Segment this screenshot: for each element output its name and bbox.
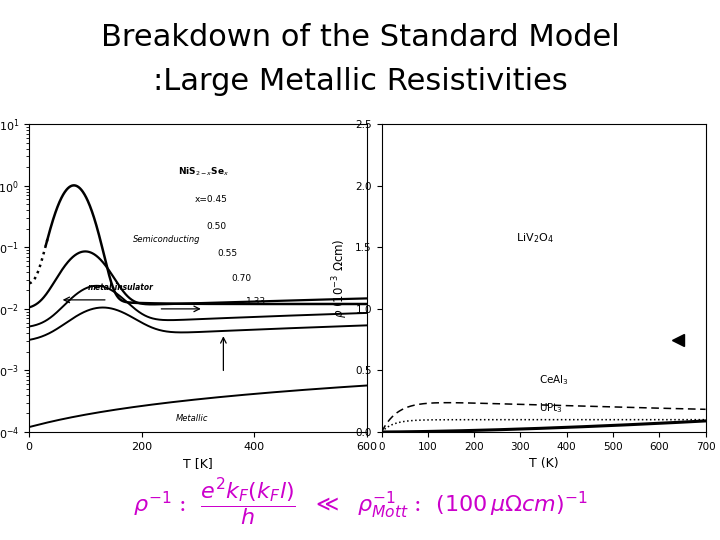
Text: Metallic: Metallic (176, 414, 208, 423)
Text: $\rho^{-1}$ :  $\dfrac{e^2 k_F(k_F l)}{h}$  $\ll$  $\rho^{-1}_{Mott}$ :  $(100\,: $\rho^{-1}$ : $\dfrac{e^2 k_F(k_F l)}{h}… (132, 476, 588, 528)
X-axis label: T [K]: T [K] (183, 457, 213, 470)
Y-axis label: $\rho$ (10$^{-3}$ $\Omega$cm): $\rho$ (10$^{-3}$ $\Omega$cm) (330, 238, 350, 318)
Text: 0.50: 0.50 (207, 222, 227, 231)
Text: 0.55: 0.55 (217, 249, 238, 258)
X-axis label: T (K): T (K) (528, 457, 559, 470)
Text: 0.70: 0.70 (232, 274, 252, 284)
Text: NiS$_{2-x}$Se$_x$: NiS$_{2-x}$Se$_x$ (179, 166, 230, 178)
Text: LiV$_2$O$_4$: LiV$_2$O$_4$ (516, 231, 554, 245)
Text: CeAl$_3$: CeAl$_3$ (539, 373, 569, 387)
Text: Semiconducting: Semiconducting (133, 235, 201, 245)
Text: metal-insulator: metal-insulator (88, 284, 154, 292)
Text: 1.33: 1.33 (246, 297, 266, 306)
Text: :Large Metallic Resistivities: :Large Metallic Resistivities (153, 66, 567, 96)
Text: Breakdown of the Standard Model: Breakdown of the Standard Model (101, 23, 619, 52)
Text: UPt$_3$: UPt$_3$ (539, 401, 563, 415)
Text: x=0.45: x=0.45 (195, 195, 228, 204)
